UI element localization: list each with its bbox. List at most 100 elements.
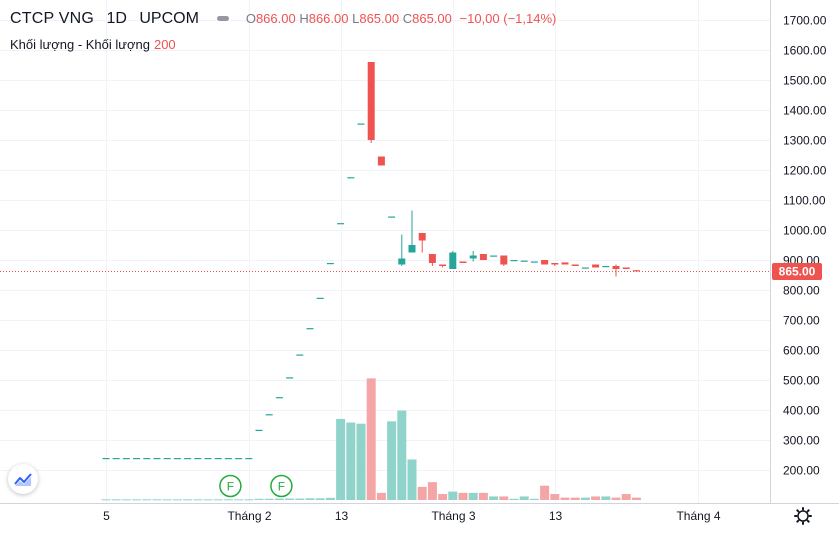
price-axis-label: 700.00 [783, 314, 820, 328]
legend-interval[interactable]: 1D [106, 10, 127, 27]
legend-exchange: UPCOM [139, 10, 199, 27]
volume-bar [580, 497, 590, 500]
candle-body [133, 458, 141, 460]
candle [377, 156, 385, 166]
candle-body [194, 458, 202, 460]
volume-bar [336, 418, 346, 500]
chart-logo-icon[interactable] [8, 464, 38, 494]
volume-bar [611, 497, 621, 500]
candle-body [398, 258, 406, 265]
settings-gear-icon[interactable] [794, 507, 812, 525]
candle-body [275, 397, 283, 399]
candle-body [479, 254, 487, 260]
candle-body [408, 245, 416, 253]
candle-body [143, 458, 151, 460]
volume-bar [234, 499, 244, 501]
event-marker-icon[interactable]: F [270, 474, 293, 498]
candle-body [530, 261, 538, 263]
candle-body [214, 458, 222, 460]
volume-bar [489, 496, 499, 500]
volume-bar [438, 494, 448, 500]
event-marker-label: F [278, 480, 285, 494]
time-axis-label: Tháng 4 [676, 509, 720, 523]
candle-body [551, 263, 559, 265]
candle-body [347, 177, 355, 179]
candle-body [245, 458, 253, 460]
candle-body [490, 255, 498, 257]
candle [459, 261, 467, 263]
candles [102, 62, 640, 460]
volume-bar [550, 494, 560, 500]
candle [255, 429, 263, 431]
time-axis-label: Tháng 3 [431, 509, 475, 523]
candle [439, 264, 447, 268]
price-axis-label: 1300.00 [783, 134, 827, 148]
price-axis-label: 500.00 [783, 374, 820, 388]
volume-legend-value: 200 [153, 37, 176, 52]
volume-bar [366, 378, 376, 500]
price-axis-label: 600.00 [783, 344, 820, 358]
volume-bar [376, 492, 386, 500]
candle [581, 267, 589, 269]
price-axis-labels[interactable]: 200.00 300.00 400.00 500.00 600.00 700.00 800.… [783, 14, 827, 478]
volume-bar [570, 497, 580, 500]
volume-bar [407, 459, 417, 500]
price-axis-label: 1500.00 [783, 74, 827, 88]
price-axis-label: 1700.00 [783, 14, 827, 28]
volume-bar [213, 499, 223, 501]
volume-bar [356, 423, 366, 500]
volume-bar [295, 498, 305, 500]
candle [520, 260, 528, 262]
candle-body [224, 458, 232, 460]
volume-bar [101, 499, 111, 501]
volume-bar [264, 498, 274, 500]
candle [286, 377, 294, 379]
candle [490, 255, 498, 257]
candle-body [377, 156, 385, 166]
time-axis-label: 5 [103, 509, 110, 523]
candle-body [112, 458, 120, 460]
candle [204, 458, 212, 460]
legend-symbol[interactable]: CTCP VNG [10, 10, 94, 27]
event-marker-icon[interactable]: F [219, 474, 242, 498]
time-axis-labels[interactable]: 5 Tháng 2 13 Tháng 3 13 Tháng 4 [103, 509, 721, 523]
volume-bar [121, 499, 131, 501]
candle-body [286, 377, 294, 379]
candle-body [561, 262, 569, 265]
candle-body [632, 270, 640, 272]
candle [398, 234, 406, 266]
price-axis-label: 1600.00 [783, 44, 827, 58]
candle [510, 260, 518, 262]
volume-bar [305, 498, 315, 500]
time-axis-label: 13 [335, 509, 349, 523]
candle-body [602, 266, 610, 268]
volume-bar [631, 497, 641, 500]
volume-bar [193, 499, 203, 501]
volume-legend[interactable]: Khối lượng - Khối lượng 200 [10, 37, 176, 52]
candle [245, 458, 253, 460]
last-price-badge-text: 865.00 [779, 265, 816, 279]
volume-bar [325, 497, 335, 500]
candle [500, 255, 508, 266]
chart-legend: CTCP VNG 1D UPCOM O866.00 H866.00 L865.0… [10, 10, 556, 28]
volume-bar [223, 499, 233, 501]
candle [214, 458, 222, 460]
candle [408, 210, 416, 253]
candle-body [428, 254, 436, 263]
candle-body [204, 458, 212, 460]
legend-change: −10,00 (−1,14%) [459, 11, 557, 26]
candle [622, 267, 630, 269]
candle-body [439, 264, 447, 266]
volume-bar [315, 498, 325, 500]
candle [194, 458, 202, 460]
legend-low-key: L [352, 11, 360, 26]
price-axis-label: 300.00 [783, 434, 820, 448]
volume-bar [621, 494, 631, 500]
candle [326, 263, 334, 265]
candle [347, 177, 355, 179]
legend-ohlc: O866.00 H866.00 L865.00 C865.00 −10,00 (… [246, 11, 557, 26]
last-price-badge: 865.00 [772, 263, 822, 280]
